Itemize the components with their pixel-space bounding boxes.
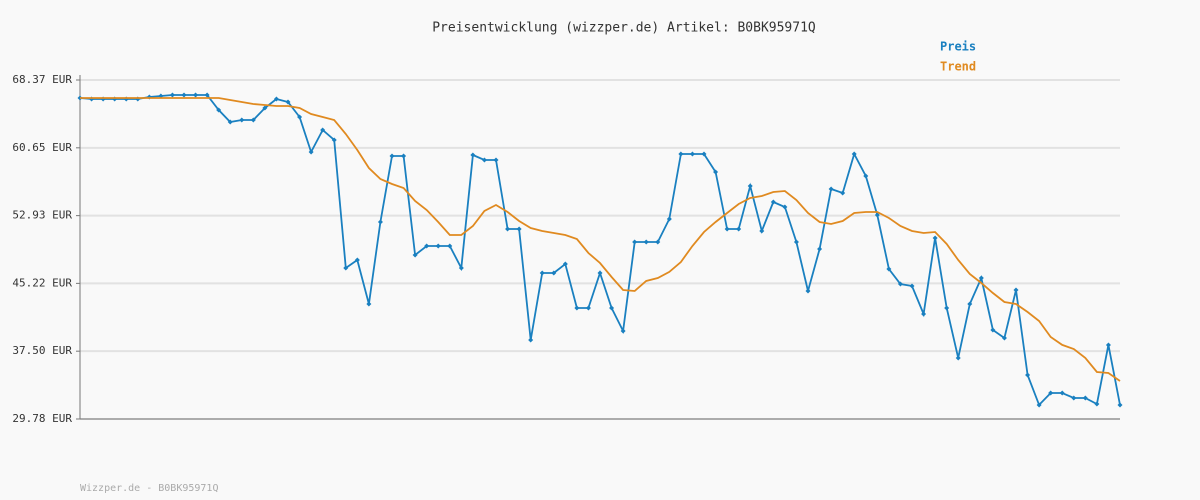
point-marker: [308, 149, 314, 155]
point-marker: [978, 275, 984, 281]
point-marker: [701, 151, 707, 157]
point-marker: [990, 327, 996, 333]
point-marker: [181, 92, 187, 98]
line-series: [80, 97, 1121, 382]
point-marker: [967, 301, 973, 307]
point-marker: [424, 243, 430, 249]
y-tick-label: 29.78 EUR: [12, 412, 72, 425]
point-marker: [805, 288, 811, 294]
point-marker: [539, 270, 545, 276]
point-marker: [632, 239, 638, 245]
point-marker: [458, 265, 464, 271]
line-series: [79, 94, 1121, 407]
point-marker: [320, 127, 326, 133]
point-marker: [759, 228, 765, 234]
point-marker: [447, 243, 453, 249]
point-marker: [770, 199, 776, 205]
point-marker: [493, 157, 499, 163]
point-marker: [562, 261, 568, 267]
point-marker: [609, 305, 615, 311]
point-marker: [1071, 395, 1077, 401]
point-marker: [401, 153, 407, 159]
point-marker: [655, 239, 661, 245]
point-marker: [840, 190, 846, 196]
point-marker: [689, 151, 695, 157]
point-marker: [585, 305, 591, 311]
point-marker: [227, 119, 233, 125]
footer: Wizzper.de - B0BK95971Q: [80, 483, 218, 494]
point-marker: [1117, 402, 1123, 408]
point-marker: [817, 246, 823, 252]
point-marker: [1082, 395, 1088, 401]
point-marker: [1059, 390, 1065, 396]
y-tick-label: 68.37 EUR: [12, 73, 72, 86]
point-marker: [574, 305, 580, 311]
point-marker: [366, 301, 372, 307]
point-marker: [285, 99, 291, 105]
legend-entry: Preis: [940, 40, 976, 54]
point-marker: [216, 107, 222, 113]
y-tick-label: 52.93 EUR: [12, 209, 72, 222]
point-marker: [620, 328, 626, 334]
point-marker: [354, 257, 360, 263]
point-marker: [643, 239, 649, 245]
point-marker: [1105, 342, 1111, 348]
point-marker: [955, 355, 961, 361]
point-marker: [724, 226, 730, 232]
point-marker: [551, 270, 557, 276]
y-tick-label: 45.22 EUR: [12, 276, 72, 289]
point-marker: [273, 96, 279, 102]
point-marker: [713, 169, 719, 175]
point-marker: [678, 151, 684, 157]
point-marker: [793, 239, 799, 245]
y-tick-label: 37.50 EUR: [12, 344, 72, 357]
point-marker: [250, 117, 256, 123]
point-marker: [193, 92, 199, 98]
point-marker: [343, 265, 349, 271]
point-marker: [932, 235, 938, 241]
point-marker: [481, 157, 487, 163]
chart-title: Preisentwicklung (wizzper.de) Artikel: B…: [432, 21, 816, 36]
point-marker: [297, 114, 303, 120]
point-marker: [412, 252, 418, 258]
point-marker: [851, 151, 857, 157]
point-marker: [435, 243, 441, 249]
point-marker: [377, 219, 383, 225]
point-marker: [389, 153, 395, 159]
point-marker: [528, 337, 534, 343]
point-marker: [747, 183, 753, 189]
point-marker: [470, 152, 476, 158]
legend-entry: Trend: [940, 60, 976, 74]
point-marker: [736, 226, 742, 232]
point-marker: [863, 173, 869, 179]
point-marker: [897, 281, 903, 287]
point-marker: [909, 283, 915, 289]
point-marker: [1048, 390, 1054, 396]
point-marker: [169, 92, 175, 98]
point-marker: [782, 204, 788, 210]
point-marker: [1013, 287, 1019, 293]
point-marker: [886, 266, 892, 272]
point-marker: [874, 212, 880, 218]
y-tick-label: 60.65 EUR: [12, 141, 72, 154]
point-marker: [204, 92, 210, 98]
point-marker: [262, 105, 268, 111]
point-marker: [239, 117, 245, 123]
point-marker: [1094, 401, 1100, 407]
point-marker: [1001, 335, 1007, 341]
point-marker: [828, 186, 834, 192]
point-marker: [505, 226, 511, 232]
point-marker: [516, 226, 522, 232]
point-marker: [331, 137, 337, 143]
point-marker: [597, 270, 603, 276]
point-marker: [666, 216, 672, 222]
point-marker: [944, 305, 950, 311]
point-marker: [1025, 372, 1031, 378]
point-marker: [921, 311, 927, 317]
point-marker: [1036, 402, 1042, 408]
